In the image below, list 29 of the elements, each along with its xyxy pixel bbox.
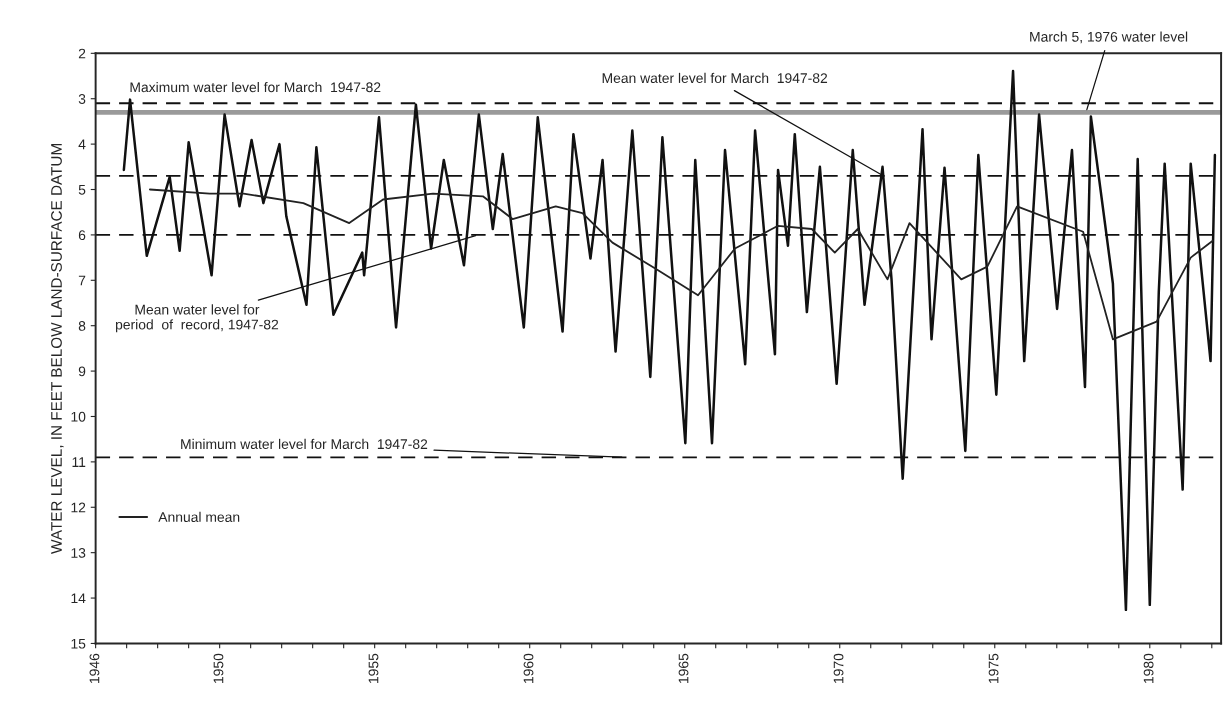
y-tick-label: 2 [78, 48, 86, 59]
y-tick-label: 6 [78, 230, 86, 241]
x-tick-label: 1975 [988, 653, 999, 684]
y-tick-label: 14 [71, 593, 86, 604]
ref-line-label: March 5, 1976 water level [1030, 31, 1188, 44]
x-tick-label: 1965 [678, 653, 689, 684]
ref-line-label: Mean water level for March 1947-82 [602, 72, 828, 84]
x-tick-label: 1970 [833, 653, 844, 684]
y-tick-label: 9 [78, 366, 86, 377]
x-tick-label: 1980 [1143, 653, 1154, 684]
y-axis-title: WATER LEVEL, IN FEET BELOW LAND-SURFACE DATUM [51, 144, 64, 554]
ref-line-label: Maximum water level for March 1947-82 [130, 81, 381, 93]
x-tick-label: 1955 [368, 653, 379, 684]
y-tick-label: 15 [71, 638, 86, 649]
ref-line-label: Mean water level for period of record, 1947-82 [115, 304, 279, 333]
x-tick-label: 1960 [523, 653, 534, 684]
x-tick-label: 1946 [89, 653, 100, 684]
legend-label: Annual mean [158, 511, 240, 522]
y-tick-label: 7 [78, 275, 86, 286]
y-tick-label: 13 [71, 548, 86, 558]
y-tick-label: 8 [78, 321, 86, 331]
ref-line-label: Minimum water level for March 1947-82 [181, 438, 428, 450]
y-tick-label: 3 [78, 94, 86, 104]
y-tick-label: 4 [78, 139, 86, 150]
y-tick-label: 12 [71, 502, 86, 513]
y-tick-label: 11 [72, 457, 86, 467]
x-tick-label: 1950 [213, 653, 224, 684]
y-tick-label: 10 [71, 411, 86, 422]
y-tick-label: 5 [78, 184, 86, 195]
